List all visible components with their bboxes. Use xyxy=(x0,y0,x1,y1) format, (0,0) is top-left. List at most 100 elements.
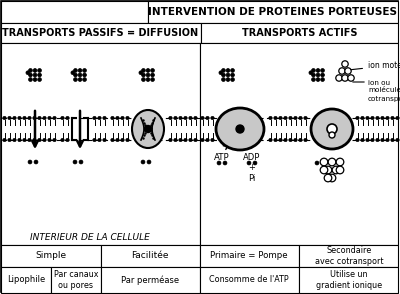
Circle shape xyxy=(231,73,234,77)
Circle shape xyxy=(189,138,192,142)
Circle shape xyxy=(103,138,106,142)
Circle shape xyxy=(98,116,101,120)
Circle shape xyxy=(321,73,324,77)
Circle shape xyxy=(18,116,21,120)
Circle shape xyxy=(304,116,307,120)
Circle shape xyxy=(74,78,77,81)
Circle shape xyxy=(53,138,56,142)
Circle shape xyxy=(304,138,307,142)
Circle shape xyxy=(98,138,101,142)
Circle shape xyxy=(189,116,192,120)
Circle shape xyxy=(121,138,124,142)
Circle shape xyxy=(315,161,319,165)
Circle shape xyxy=(66,116,69,120)
Circle shape xyxy=(269,116,272,120)
Circle shape xyxy=(48,116,51,120)
Circle shape xyxy=(66,138,69,142)
Text: Consomme de l'ATP: Consomme de l'ATP xyxy=(209,275,289,285)
Circle shape xyxy=(299,138,302,142)
Circle shape xyxy=(28,138,31,142)
Circle shape xyxy=(61,116,64,120)
Circle shape xyxy=(169,116,172,120)
Circle shape xyxy=(316,78,320,81)
Circle shape xyxy=(309,71,313,75)
Bar xyxy=(201,23,398,43)
Circle shape xyxy=(43,138,46,142)
Text: INTERVENTION DE PROTEINES PORTEUSES: INTERVENTION DE PROTEINES PORTEUSES xyxy=(148,7,398,17)
Bar xyxy=(51,267,101,293)
Text: Lipophile: Lipophile xyxy=(7,275,45,285)
Circle shape xyxy=(38,73,42,77)
Circle shape xyxy=(79,160,83,164)
Circle shape xyxy=(83,69,86,72)
Circle shape xyxy=(289,138,292,142)
Circle shape xyxy=(289,116,292,120)
Circle shape xyxy=(141,160,145,164)
Circle shape xyxy=(151,69,154,72)
Circle shape xyxy=(93,116,96,120)
Circle shape xyxy=(18,138,21,142)
Bar xyxy=(148,1,398,23)
Circle shape xyxy=(74,73,77,77)
Circle shape xyxy=(342,61,348,67)
Circle shape xyxy=(8,138,11,142)
Circle shape xyxy=(121,116,124,120)
Text: INTERIEUR DE LA CELLULE: INTERIEUR DE LA CELLULE xyxy=(30,233,150,243)
Circle shape xyxy=(324,166,332,174)
Circle shape xyxy=(93,138,96,142)
Circle shape xyxy=(299,116,302,120)
Circle shape xyxy=(38,116,41,120)
Bar xyxy=(1,43,200,245)
Circle shape xyxy=(206,116,209,120)
Circle shape xyxy=(284,116,287,120)
Circle shape xyxy=(43,116,46,120)
Circle shape xyxy=(361,116,364,120)
Circle shape xyxy=(336,75,342,81)
Circle shape xyxy=(321,78,324,81)
Circle shape xyxy=(211,116,214,120)
Circle shape xyxy=(26,71,30,75)
Circle shape xyxy=(356,116,359,120)
Bar xyxy=(200,267,299,293)
Circle shape xyxy=(61,138,64,142)
Circle shape xyxy=(332,166,340,174)
Circle shape xyxy=(253,161,257,165)
Circle shape xyxy=(33,138,36,142)
Text: ion ou
molécule
cotransportée: ion ou molécule cotransportée xyxy=(368,80,400,102)
Bar xyxy=(1,267,51,293)
Text: ion moteur: ion moteur xyxy=(351,61,400,70)
Circle shape xyxy=(371,116,374,120)
Circle shape xyxy=(356,138,359,142)
Circle shape xyxy=(381,116,384,120)
Circle shape xyxy=(28,160,32,164)
Circle shape xyxy=(78,73,82,77)
Circle shape xyxy=(83,78,86,81)
Text: ATP: ATP xyxy=(214,153,230,162)
Bar xyxy=(299,267,398,293)
Circle shape xyxy=(13,116,16,120)
Circle shape xyxy=(231,78,234,81)
Bar xyxy=(200,245,299,267)
Circle shape xyxy=(33,73,37,77)
Circle shape xyxy=(146,69,150,72)
Circle shape xyxy=(279,116,282,120)
Ellipse shape xyxy=(311,109,353,149)
Circle shape xyxy=(194,116,197,120)
Text: Primaire = Pompe: Primaire = Pompe xyxy=(210,251,288,260)
Circle shape xyxy=(284,138,287,142)
Circle shape xyxy=(184,138,187,142)
Circle shape xyxy=(126,138,129,142)
Bar xyxy=(1,245,101,267)
Circle shape xyxy=(294,116,297,120)
Circle shape xyxy=(366,116,369,120)
Circle shape xyxy=(342,75,348,81)
Text: ADP
+
Pi: ADP + Pi xyxy=(243,153,261,183)
Circle shape xyxy=(222,69,225,72)
Circle shape xyxy=(78,69,82,72)
Circle shape xyxy=(147,160,151,164)
Circle shape xyxy=(169,138,172,142)
Circle shape xyxy=(312,78,315,81)
Circle shape xyxy=(174,138,177,142)
Circle shape xyxy=(396,116,399,120)
Circle shape xyxy=(33,78,37,81)
